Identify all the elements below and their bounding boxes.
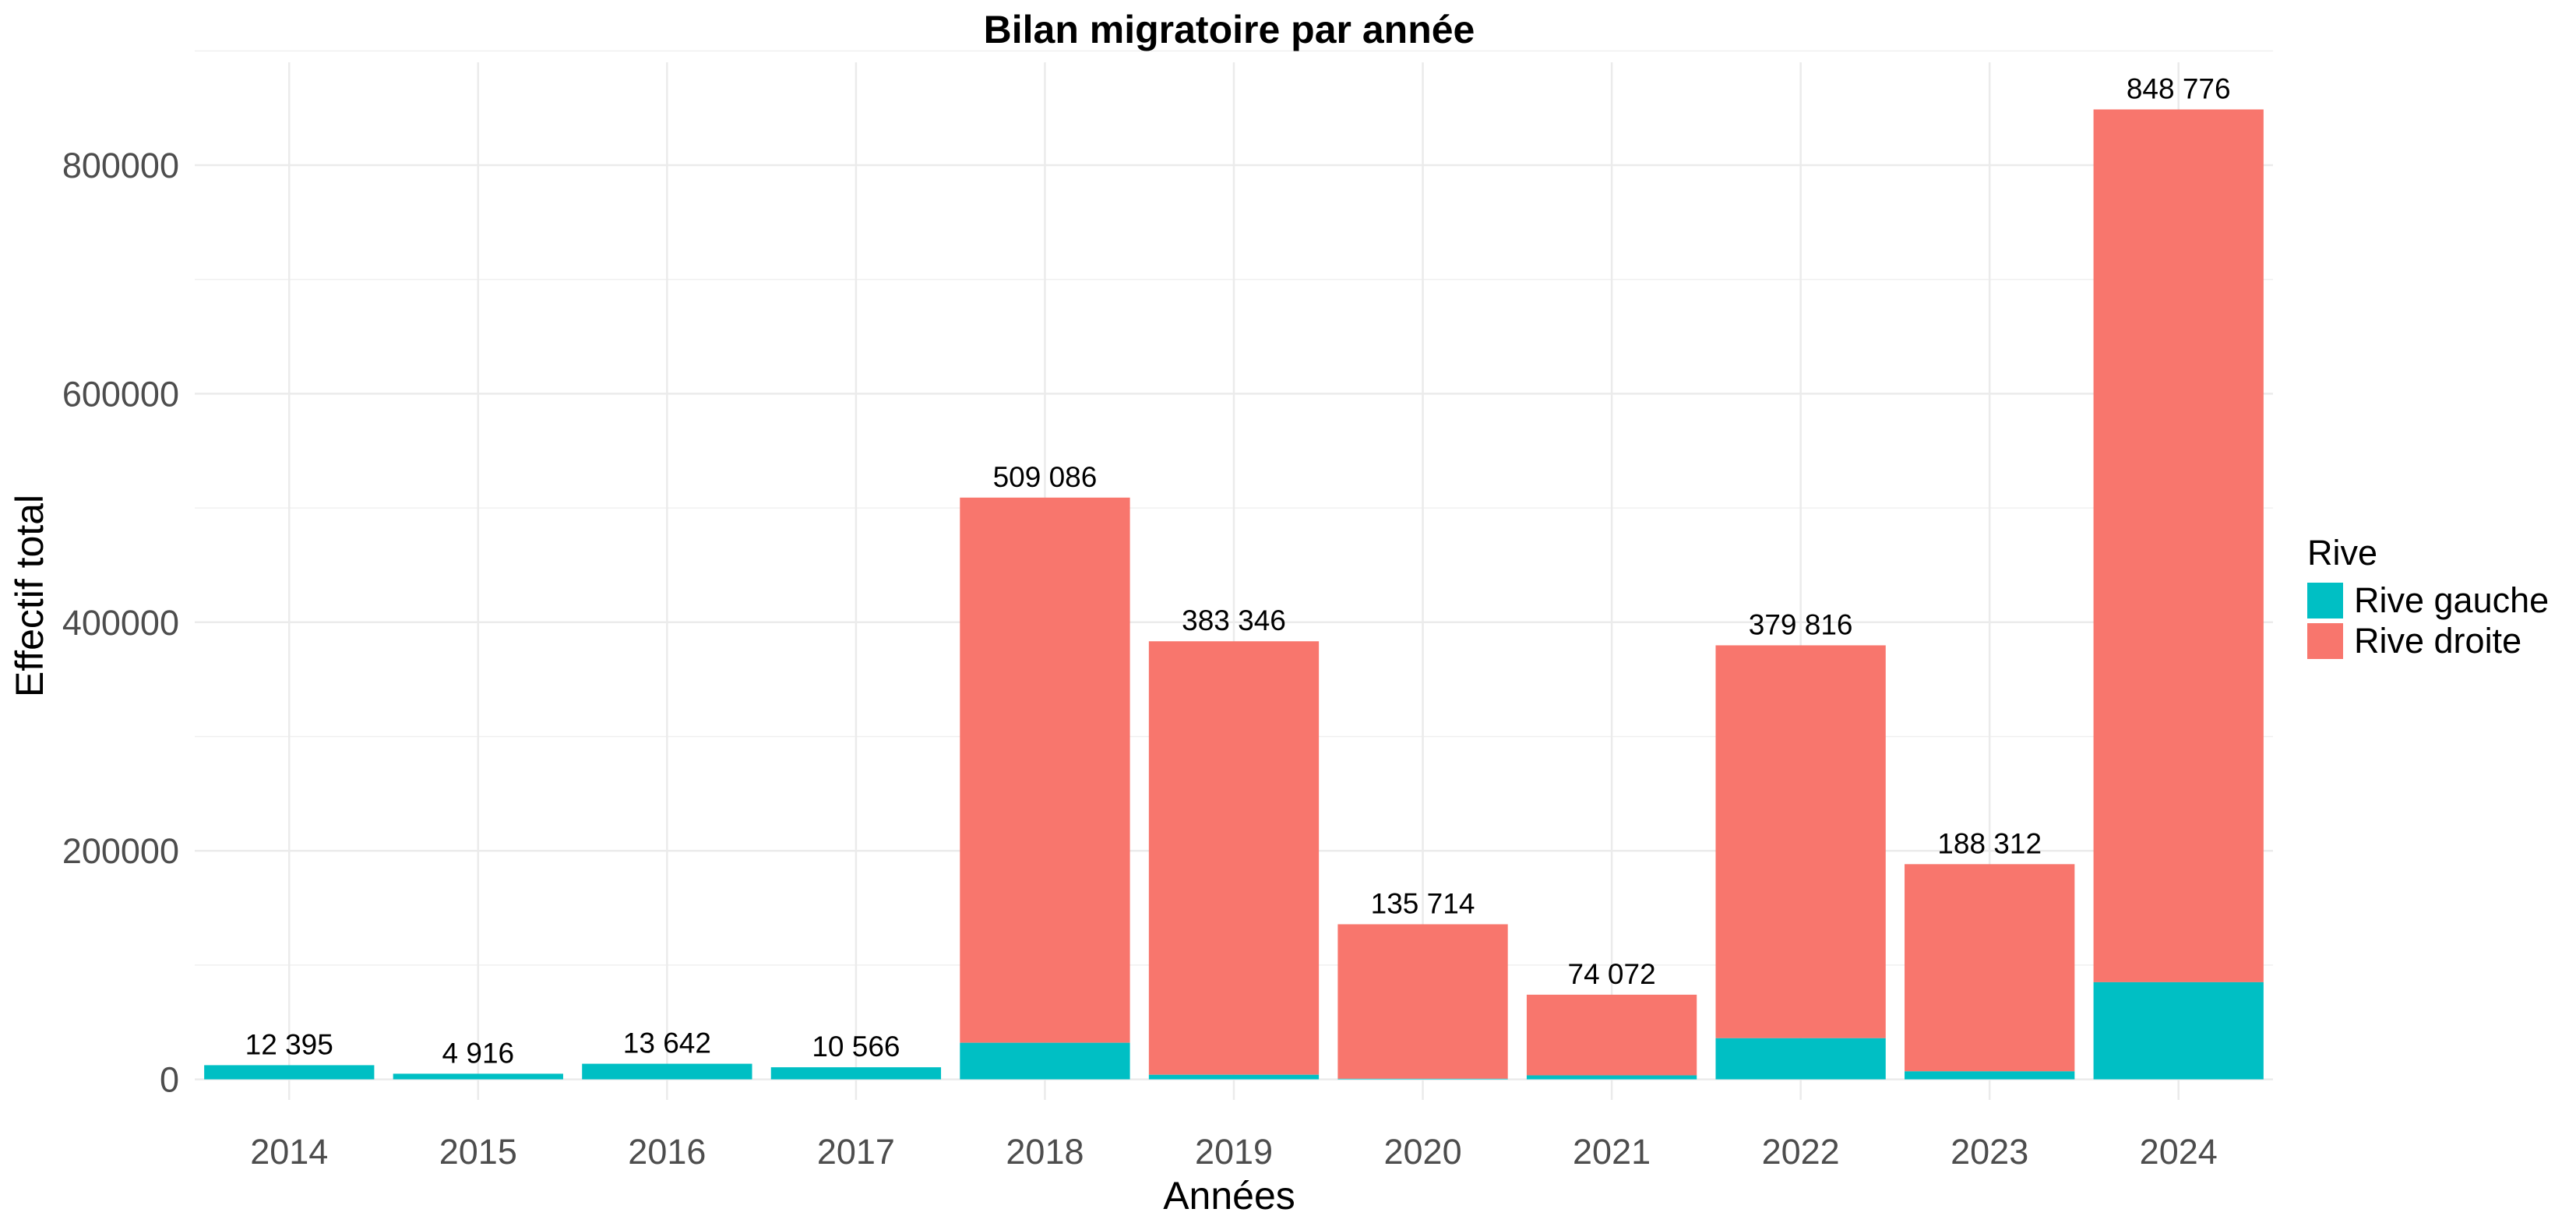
total-label: 74 072 xyxy=(1568,958,1656,990)
x-tick-label: 2021 xyxy=(1573,1132,1651,1172)
x-tick-label: 2018 xyxy=(1006,1132,1084,1172)
data-labels: 12 395 4 916 13 642 10 566 509 086 383 346 135… xyxy=(245,72,2231,1069)
x-tick-label: 2020 xyxy=(1383,1132,1461,1172)
bar-segment-rive-gauche xyxy=(582,1063,752,1080)
bar-segment-rive-gauche xyxy=(2093,982,2264,1080)
x-tick-label: 2023 xyxy=(1951,1132,2028,1172)
bar-segment-rive-gauche xyxy=(393,1073,563,1080)
bar-segment-rive-droite xyxy=(960,497,1130,1043)
total-label: 4 916 xyxy=(442,1037,515,1069)
bar-segment-rive-gauche xyxy=(204,1065,375,1080)
bar-segment-rive-gauche xyxy=(1905,1071,2075,1080)
bar-segment-rive-droite xyxy=(1337,924,1508,1079)
x-tick-label: 2015 xyxy=(439,1132,517,1172)
total-label: 135 714 xyxy=(1371,888,1475,920)
bar-segment-rive-droite xyxy=(1905,864,2075,1072)
bar-segment-rive-droite xyxy=(1148,641,1320,1075)
total-label: 383 346 xyxy=(1182,604,1286,636)
total-label: 10 566 xyxy=(812,1031,900,1063)
bar-segment-rive-droite xyxy=(1526,994,1697,1076)
y-axis-title: Effectif total xyxy=(8,495,51,697)
y-tick-label: 600000 xyxy=(62,374,179,414)
bar-segment-rive-gauche xyxy=(1337,1078,1508,1080)
y-tick-label: 200000 xyxy=(62,831,179,871)
y-tick-label: 400000 xyxy=(62,603,179,643)
x-axis-title: Années xyxy=(1163,1174,1295,1218)
x-tick-label: 2017 xyxy=(817,1132,895,1172)
total-label: 12 395 xyxy=(245,1028,333,1060)
x-tick-label: 2016 xyxy=(628,1132,706,1172)
x-tick-label: 2024 xyxy=(2140,1132,2218,1172)
bar-segment-rive-gauche xyxy=(1715,1038,1886,1080)
x-tick-label: 2014 xyxy=(250,1132,328,1172)
y-tick-label: 0 xyxy=(160,1060,179,1100)
bar-segment-rive-gauche xyxy=(770,1067,942,1080)
bars xyxy=(204,109,2264,1080)
legend-swatch xyxy=(2307,583,2343,619)
total-label: 188 312 xyxy=(1937,827,2042,859)
bar-segment-rive-gauche xyxy=(1526,1075,1697,1080)
bar-segment-rive-droite xyxy=(2093,109,2264,982)
chart-title: Bilan migratoire par année xyxy=(984,8,1475,51)
x-tick-label: 2019 xyxy=(1195,1132,1273,1172)
axes: 0 200000 400000 600000 800000 2014 2015 2016 201… xyxy=(62,146,2218,1172)
x-tick-label: 2022 xyxy=(1762,1132,1840,1172)
legend-swatch xyxy=(2307,623,2343,659)
legend-label: Rive droite xyxy=(2354,621,2521,661)
bar-segment-rive-droite xyxy=(1715,645,1886,1038)
total-label: 509 086 xyxy=(993,461,1098,493)
total-label: 13 642 xyxy=(623,1027,711,1059)
total-label: 379 816 xyxy=(1749,608,1853,640)
y-tick-label: 800000 xyxy=(62,146,179,185)
legend-title: Rive xyxy=(2307,533,2377,573)
total-label: 848 776 xyxy=(2127,72,2231,104)
bar-segment-rive-gauche xyxy=(1148,1074,1320,1080)
bar-segment-rive-gauche xyxy=(960,1042,1130,1080)
legend-label: Rive gauche xyxy=(2354,580,2549,620)
